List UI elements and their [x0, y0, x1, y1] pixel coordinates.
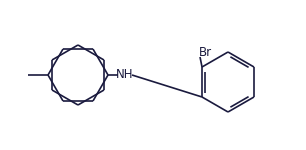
Text: Br: Br: [199, 45, 211, 58]
Text: NH: NH: [116, 69, 134, 81]
